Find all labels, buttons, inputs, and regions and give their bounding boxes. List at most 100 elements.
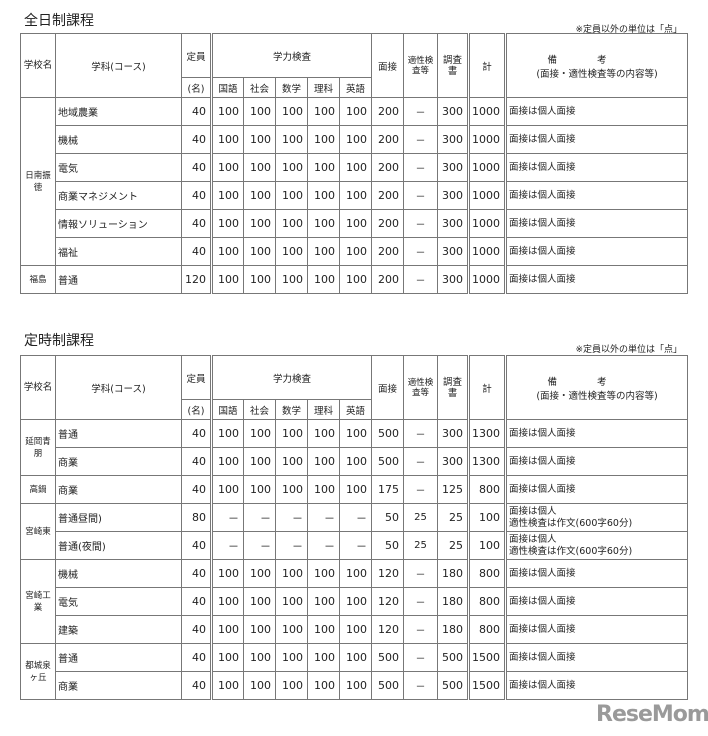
table-row: 電気 40 100 100 100 100 100 120 － 180 800 面接は個人面接 [21,587,689,616]
subject-score: 100 [210,209,244,238]
subject-score: 100 [210,153,244,182]
interview-score: 500 [371,419,405,448]
aptitude-score: － [403,237,439,266]
course-name: 商業 [55,447,182,476]
school-name: 福島 [20,265,56,294]
aptitude-score: － [403,615,439,644]
total-score: 1000 [467,237,507,266]
total-score: 1000 [467,265,507,294]
table-row: 建築 40 100 100 100 100 100 120 － 180 800 面接は個人面接 [21,615,689,644]
note: 面接は個人面接 [504,587,689,616]
aptitude-score: － [403,671,439,700]
subject-score: 100 [275,447,308,476]
subject-score: 100 [243,643,276,672]
aptitude-score: － [403,97,439,126]
capacity: 40 [181,419,212,448]
capacity: 40 [181,643,212,672]
subject-score: 100 [275,643,308,672]
aptitude-score: － [403,419,439,448]
total-score: 1300 [467,447,507,476]
subject-score: 100 [338,447,373,476]
header-subjects-3: 理科 [307,399,340,420]
header-subjects-0: 国語 [210,77,244,98]
subject-score: 100 [275,587,308,616]
subject-score: 100 [210,671,244,700]
report-score: 300 [437,447,470,476]
capacity: 40 [181,181,212,210]
header-subjects-0: 国語 [210,399,244,420]
subject-score: － [210,531,244,560]
capacity: 40 [181,615,212,644]
course-name: 機械 [55,559,182,588]
subject-score: 100 [338,587,373,616]
total-score: 1000 [467,125,507,154]
report-score: 25 [437,503,470,532]
header-subjects-4: 英語 [338,77,373,98]
total-score: 1000 [467,209,507,238]
subject-score: 100 [243,97,276,126]
subject-score: 100 [307,615,340,644]
subject-score: 100 [243,419,276,448]
subject-score: 100 [210,475,244,504]
note: 面接は個人面接 [504,447,689,476]
report-score: 300 [437,153,470,182]
interview-score: 200 [371,181,405,210]
note: 面接は個人面接 [504,153,689,182]
header-course: 学科(コース) [55,355,182,420]
subject-score: － [307,531,340,560]
capacity: 40 [181,587,212,616]
course-name: 機械 [55,125,182,154]
subject-score: 100 [210,419,244,448]
aptitude-score: － [403,153,439,182]
subject-score: 100 [275,615,308,644]
subject-score: 100 [243,475,276,504]
total-score: 1000 [467,97,507,126]
subject-score: － [275,531,308,560]
header-capacity: 定員 [181,33,212,78]
header-capacity: 定員 [181,355,212,400]
subject-score: 100 [307,181,340,210]
subject-score: 100 [338,97,373,126]
table-row: 商業マネジメント 40 100 100 100 100 100 200 － 300 1000 面接は個… [21,181,689,210]
subject-score: 100 [338,153,373,182]
note: 面接は個人 適性検査は作文(600字60分) [504,503,689,532]
header-notes-sub: (面接・適性検査等の内容等) [536,390,658,402]
subject-score: 100 [338,181,373,210]
interview-score: 500 [371,643,405,672]
header-aptitude: 適性検査等 [403,33,439,98]
subject-score: 100 [210,559,244,588]
interview-score: 120 [371,587,405,616]
admission-table: 学校名 学科(コース) 定員 学力検査 面接 適性検査等 調査書計 備考 (面接・適性検査等の内… [20,33,689,294]
subject-score: － [210,503,244,532]
capacity: 40 [181,475,212,504]
subject-score: 100 [307,125,340,154]
subject-score: 100 [307,97,340,126]
total-score: 100 [467,503,507,532]
subject-score: 100 [307,265,340,294]
subject-score: 100 [307,419,340,448]
admission-table: 学校名 学科(コース) 定員 学力検査 面接 適性検査等 調査書計 備考 (面接・適性検査等の内… [20,355,689,700]
capacity: 40 [181,237,212,266]
table-row: 電気 40 100 100 100 100 100 200 － 300 1000 面接は個人面接 [21,153,689,182]
subject-score: 100 [275,559,308,588]
subject-score: 100 [243,587,276,616]
course-name: 普通 [55,643,182,672]
table-row: 普通(夜間) 40 －－－－－ 50 25 25 100 面接は個人 適性検査は作文(600字… [21,531,689,560]
capacity: 40 [181,671,212,700]
aptitude-score: － [403,447,439,476]
note: 面接は個人面接 [504,209,689,238]
subject-score: 100 [307,237,340,266]
header-test: 学力検査 [209,355,373,400]
subject-score: 100 [210,587,244,616]
subject-score: － [338,531,373,560]
course-name: 地域農業 [55,97,182,126]
report-score: 300 [437,97,470,126]
header-report: 調査書 [437,355,470,420]
subject-score: 100 [275,419,308,448]
subject-score: 100 [275,475,308,504]
interview-score: 120 [371,559,405,588]
aptitude-score: 25 [403,531,439,560]
table-row: 機械 40 100 100 100 100 100 200 － 300 1000 面接は個人面接 [21,125,689,154]
header-notes: 備考 (面接・適性検査等の内容等) [504,33,689,98]
note: 面接は個人面接 [504,181,689,210]
